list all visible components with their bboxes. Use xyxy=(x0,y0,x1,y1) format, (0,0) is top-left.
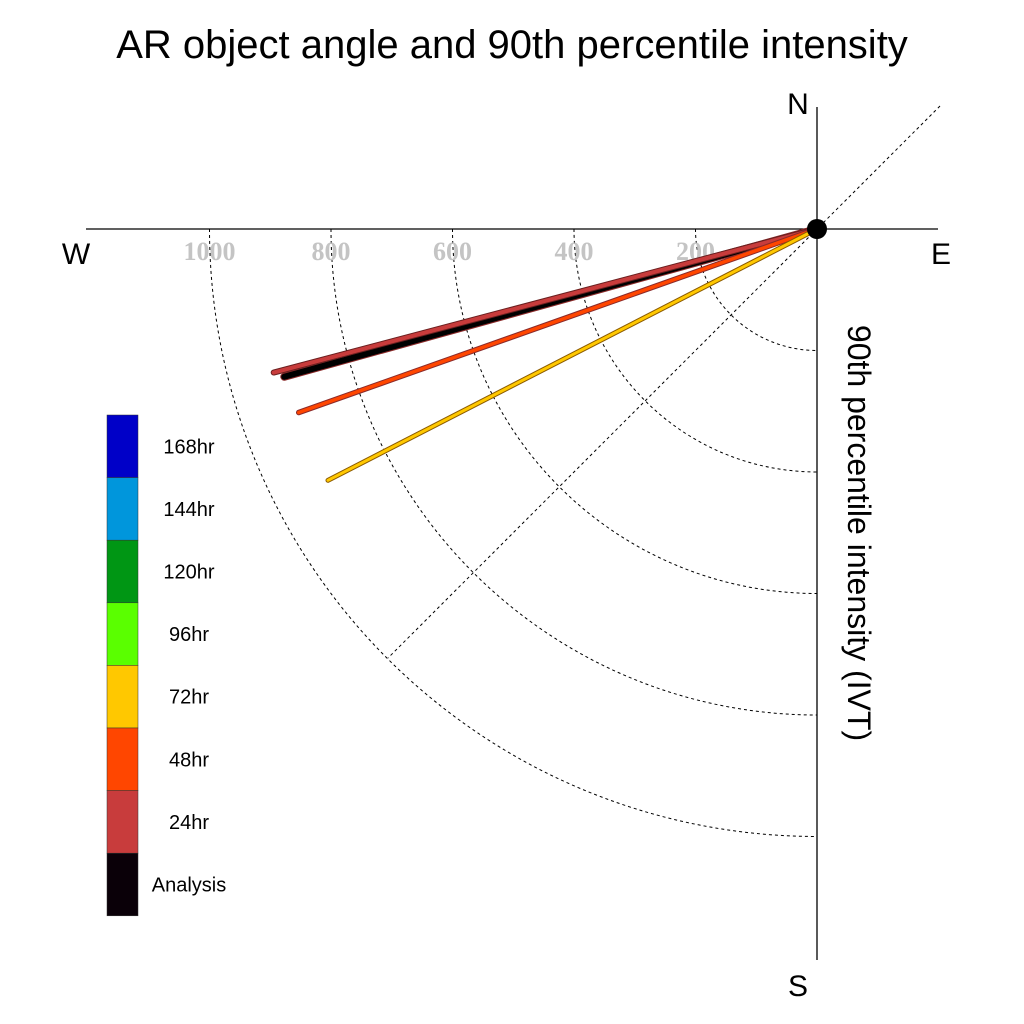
legend-swatch xyxy=(106,790,139,854)
legend-swatch xyxy=(106,602,139,666)
range-ring xyxy=(695,228,818,351)
series-vector-line xyxy=(296,227,819,415)
legend-label: 24hr xyxy=(169,812,209,834)
radial-tick-label: 400 xyxy=(555,237,594,266)
range-ring xyxy=(573,228,818,473)
compass-west: W xyxy=(62,238,91,271)
radial-tick-label: 1000 xyxy=(184,237,236,266)
legend-label: 48hr xyxy=(169,749,209,771)
diagonal-guide xyxy=(387,105,941,659)
vector-series xyxy=(270,225,821,483)
legend-label: 144hr xyxy=(163,499,214,521)
legend-swatch xyxy=(106,727,139,791)
legend-label: 96hr xyxy=(169,624,209,646)
range-ring xyxy=(452,228,818,594)
compass-north: N xyxy=(787,88,809,121)
legend-label: Analysis xyxy=(152,875,226,897)
legend-label: 72hr xyxy=(169,687,209,709)
series-vector-72hr xyxy=(325,226,820,483)
radial-tick-label: 800 xyxy=(312,237,351,266)
legend-label: 120hr xyxy=(163,562,214,584)
chart-title: AR object angle and 90th percentile inte… xyxy=(116,23,908,67)
compass-east: E xyxy=(931,238,951,271)
legend-swatch xyxy=(106,414,139,478)
legend-swatch xyxy=(106,539,139,604)
series-vector-line xyxy=(326,227,819,482)
legend-label: 168hr xyxy=(163,436,214,458)
range-ring xyxy=(209,228,818,837)
range-ring xyxy=(330,228,818,716)
legend-swatch xyxy=(106,477,139,541)
compass-axes xyxy=(86,105,941,960)
origin-marker xyxy=(807,219,827,239)
radial-axis-label: 90th percentile intensity (IVT) xyxy=(841,325,877,741)
polar-grid xyxy=(209,228,818,837)
legend-swatch xyxy=(106,852,139,917)
radial-tick-label: 600 xyxy=(433,237,472,266)
series-vector-line xyxy=(271,227,819,375)
series-vector-48hr xyxy=(295,226,820,416)
series-vector-24hr xyxy=(270,226,820,376)
compass-south: S xyxy=(788,970,808,1003)
legend-swatch xyxy=(106,665,139,729)
legend: 168hr 144hr 120hr 96hr 72hr 48hr 24hr Analysis xyxy=(106,414,226,917)
